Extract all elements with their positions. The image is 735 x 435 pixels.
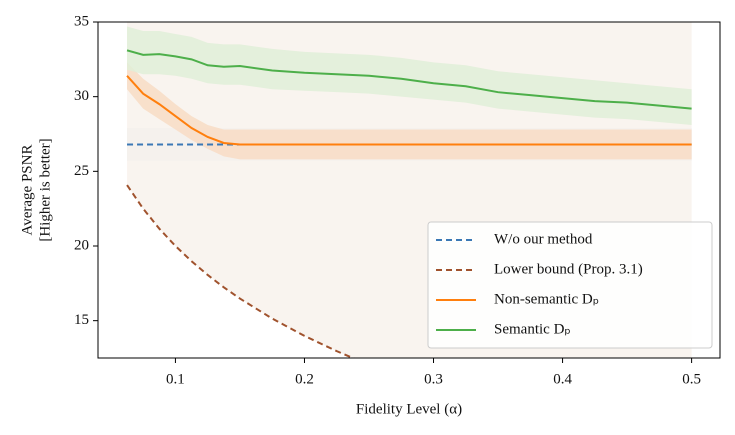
- y-axis-label: [Higher is better]: [37, 138, 53, 241]
- legend-label: Lower bound (Prop. 3.1): [494, 261, 643, 277]
- x-tick-label: 0.1: [166, 371, 185, 387]
- x-tick-label: 0.2: [295, 371, 314, 387]
- confidence-band: [127, 26, 692, 126]
- y-tick-label: 25: [74, 163, 89, 179]
- y-tick-label: 30: [74, 88, 89, 104]
- x-tick-label: 0.3: [424, 371, 443, 387]
- plot-frame: [97, 21, 721, 359]
- x-axis-label: Fidelity Level (α): [356, 401, 462, 417]
- lines: [126, 49, 692, 358]
- y-tick-label: 15: [74, 312, 89, 328]
- series-line: [126, 75, 692, 146]
- legend-label: W/o our method: [494, 231, 593, 247]
- legend-label: Non-semantic Dₚ: [494, 291, 599, 307]
- legend-box: [427, 221, 713, 349]
- series-line: [126, 49, 692, 110]
- x-tick-label: 0.4: [553, 371, 572, 387]
- y-axis-label: Average PSNR: [19, 145, 35, 236]
- x-tick-label: 0.5: [682, 371, 701, 387]
- y-tick-label: 20: [74, 237, 89, 253]
- legend-label: Semantic Dₚ: [494, 321, 571, 337]
- confidence-band: [127, 62, 692, 160]
- y-tick-label: 35: [74, 13, 89, 29]
